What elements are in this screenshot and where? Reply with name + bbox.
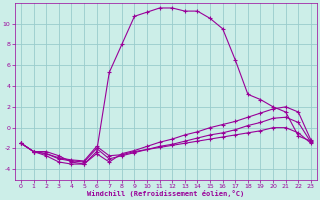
X-axis label: Windchill (Refroidissement éolien,°C): Windchill (Refroidissement éolien,°C) (87, 190, 244, 197)
